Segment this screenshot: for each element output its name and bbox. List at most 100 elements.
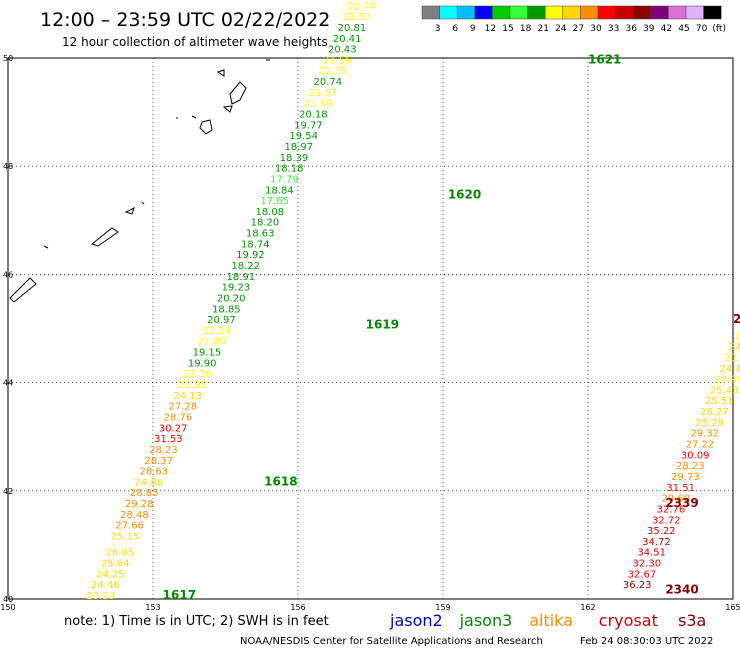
jason3-swh-label: 21.56 bbox=[323, 55, 352, 66]
jason3-swh-label: 27.28 bbox=[169, 402, 198, 413]
jason3-swh-label: 19.77 bbox=[294, 120, 323, 131]
time-label: 1617 bbox=[163, 588, 196, 602]
colorbar-label: 9 bbox=[470, 24, 476, 34]
colorbar-label: 21 bbox=[537, 24, 548, 34]
jason3-swh-label: 25.64 bbox=[101, 559, 130, 570]
x-tick-label: 156 bbox=[290, 603, 305, 612]
cryosat-swh-label: 34.51 bbox=[637, 548, 666, 559]
cryosat-swh-label: 21.16 bbox=[724, 353, 740, 364]
colorbar-label: 27 bbox=[573, 24, 584, 34]
time-label: 1621 bbox=[588, 52, 621, 66]
colorbar-swatch bbox=[562, 5, 581, 20]
cryosat-swh-label: 24.90 bbox=[729, 342, 740, 353]
cryosat-swh-label: 36.23 bbox=[623, 580, 652, 591]
jason3-swh-label: 22.24 bbox=[202, 326, 231, 337]
colorbar-label: 6 bbox=[452, 24, 458, 34]
colorbar-swatch bbox=[544, 5, 564, 20]
x-tick-label: 165 bbox=[725, 603, 740, 612]
chart-subtitle: 12 hour collection of altimeter wave hei… bbox=[62, 35, 328, 49]
y-tick-label: 40 bbox=[3, 595, 13, 604]
colorbar: 3 6 9 12 15 18 21 24 27 30 33 36 39 42 45 70 (ft) bbox=[421, 5, 726, 34]
jason3-swh-label: 21.59 bbox=[304, 99, 333, 110]
jason3-swh-label: 21.53 bbox=[343, 12, 372, 23]
jason3-swh-label: 19.92 bbox=[236, 250, 265, 261]
footer-note: note: 1) Time is in UTC; 2) SWH is in fe… bbox=[64, 614, 329, 629]
jason3-swh-label: 22.30 bbox=[183, 369, 212, 380]
jason3-swh-label: 21.25 bbox=[352, 0, 381, 1]
colorbar-label: 3 bbox=[435, 24, 441, 34]
cryosat-swh-label: 32.67 bbox=[628, 569, 657, 580]
colorbar-label: 70 bbox=[696, 24, 708, 34]
colorbar-label: (ft) bbox=[712, 24, 726, 34]
jason3-swh-label: 21.80 bbox=[198, 337, 227, 348]
colorbar-swatch bbox=[703, 5, 722, 20]
jason3-swh-label: 20.43 bbox=[328, 45, 357, 56]
cryosat-swh-label: 25.29 bbox=[695, 418, 724, 429]
colorbar-label: 12 bbox=[485, 24, 496, 34]
jason3-swh-label: 28.48 bbox=[120, 510, 149, 521]
footer-timestamp: Feb 24 08:30:03 UTC 2022 bbox=[580, 636, 713, 647]
y-tick-label: 46 bbox=[3, 270, 13, 279]
x-tick-label: 159 bbox=[435, 603, 450, 612]
cryosat-swh-label: 24.43 bbox=[720, 364, 740, 375]
cryosat-swh-label: 32.76 bbox=[657, 504, 686, 515]
cryosat-swh-label: 25.43 bbox=[710, 385, 739, 396]
jason3-swh-label: 23.23 bbox=[86, 591, 115, 602]
jason3-swh-label: 30.27 bbox=[159, 423, 188, 434]
cryosat-swh-label: 29.32 bbox=[691, 429, 720, 440]
cryosat-swh-label: 32.30 bbox=[633, 559, 662, 570]
colorbar-label: 42 bbox=[661, 24, 672, 34]
jason3-swh-label: 28.63 bbox=[140, 467, 169, 478]
jason3-swh-label: 20.81 bbox=[338, 23, 367, 34]
colorbar-swatch bbox=[456, 5, 476, 20]
jason3-swh-label: 28.23 bbox=[149, 445, 178, 456]
colorbar-swatch bbox=[527, 5, 546, 20]
jason3-swh-label: 24.46 bbox=[91, 580, 120, 591]
jason3-swh-label: 18.74 bbox=[241, 239, 270, 250]
cryosat-swh-label: 29.73 bbox=[671, 472, 700, 483]
jason3-swh-label: 17.79 bbox=[270, 174, 299, 185]
satellite-legend-jason2: jason2 bbox=[389, 611, 443, 630]
jason3-swh-label: 22.74 bbox=[347, 1, 376, 12]
coastline bbox=[9, 59, 270, 303]
time-label: 1620 bbox=[448, 188, 481, 202]
jason3-swh-label: 28.85 bbox=[130, 488, 159, 499]
y-tick-label: 48 bbox=[3, 162, 13, 171]
jason3-swh-label: 20.41 bbox=[333, 34, 362, 45]
jason3-swh-label: 19.23 bbox=[222, 283, 251, 294]
jason3-swh-label: 31.53 bbox=[154, 434, 183, 445]
colorbar-swatch bbox=[685, 5, 704, 20]
jason3-swh-label: 18.22 bbox=[231, 261, 260, 272]
colorbar-label: 33 bbox=[608, 24, 619, 34]
cryosat-swh-label: 22.90 bbox=[739, 321, 740, 332]
x-tick-label: 162 bbox=[580, 603, 595, 612]
colorbar-label: 24 bbox=[555, 24, 567, 34]
colorbar-label: 18 bbox=[520, 24, 532, 34]
jason3-swh-label: 28.76 bbox=[164, 412, 193, 423]
time-labels: 1617 1618 1619 1620 1621 2339 2340 23 bbox=[163, 52, 740, 602]
footer-credit: NOAA/NESDIS Center for Satellite Applica… bbox=[240, 636, 543, 647]
cryosat-swh-label: 29.60 bbox=[662, 494, 691, 505]
colorbar-swatch bbox=[580, 5, 599, 20]
jason3-swh-label: 28.37 bbox=[144, 456, 173, 467]
cryosat-swh-label: 35.22 bbox=[647, 526, 676, 537]
jason3-swh-label: 29.28 bbox=[125, 499, 154, 510]
jason3-swh-label: 17.65 bbox=[260, 196, 289, 207]
time-label: 2340 bbox=[665, 583, 698, 597]
cryosat-swh-label: 32.72 bbox=[652, 515, 681, 526]
x-tick-label: 150 bbox=[0, 603, 15, 612]
time-label: 1618 bbox=[264, 474, 297, 488]
colorbar-swatch bbox=[439, 5, 458, 20]
time-label: 2339 bbox=[665, 496, 698, 510]
cryosat-swh-label: 27.22 bbox=[686, 440, 715, 451]
colorbar-swatch bbox=[421, 5, 440, 20]
jason3-swh-label: 19.90 bbox=[188, 358, 217, 369]
satellite-legend-cryosat: cryosat bbox=[599, 611, 658, 630]
jason3-swh-label: 19.54 bbox=[289, 131, 318, 142]
colorbar-swatch bbox=[632, 5, 652, 20]
cryosat-swh-label: 26.27 bbox=[700, 407, 729, 418]
colorbar-label: 45 bbox=[678, 24, 689, 34]
